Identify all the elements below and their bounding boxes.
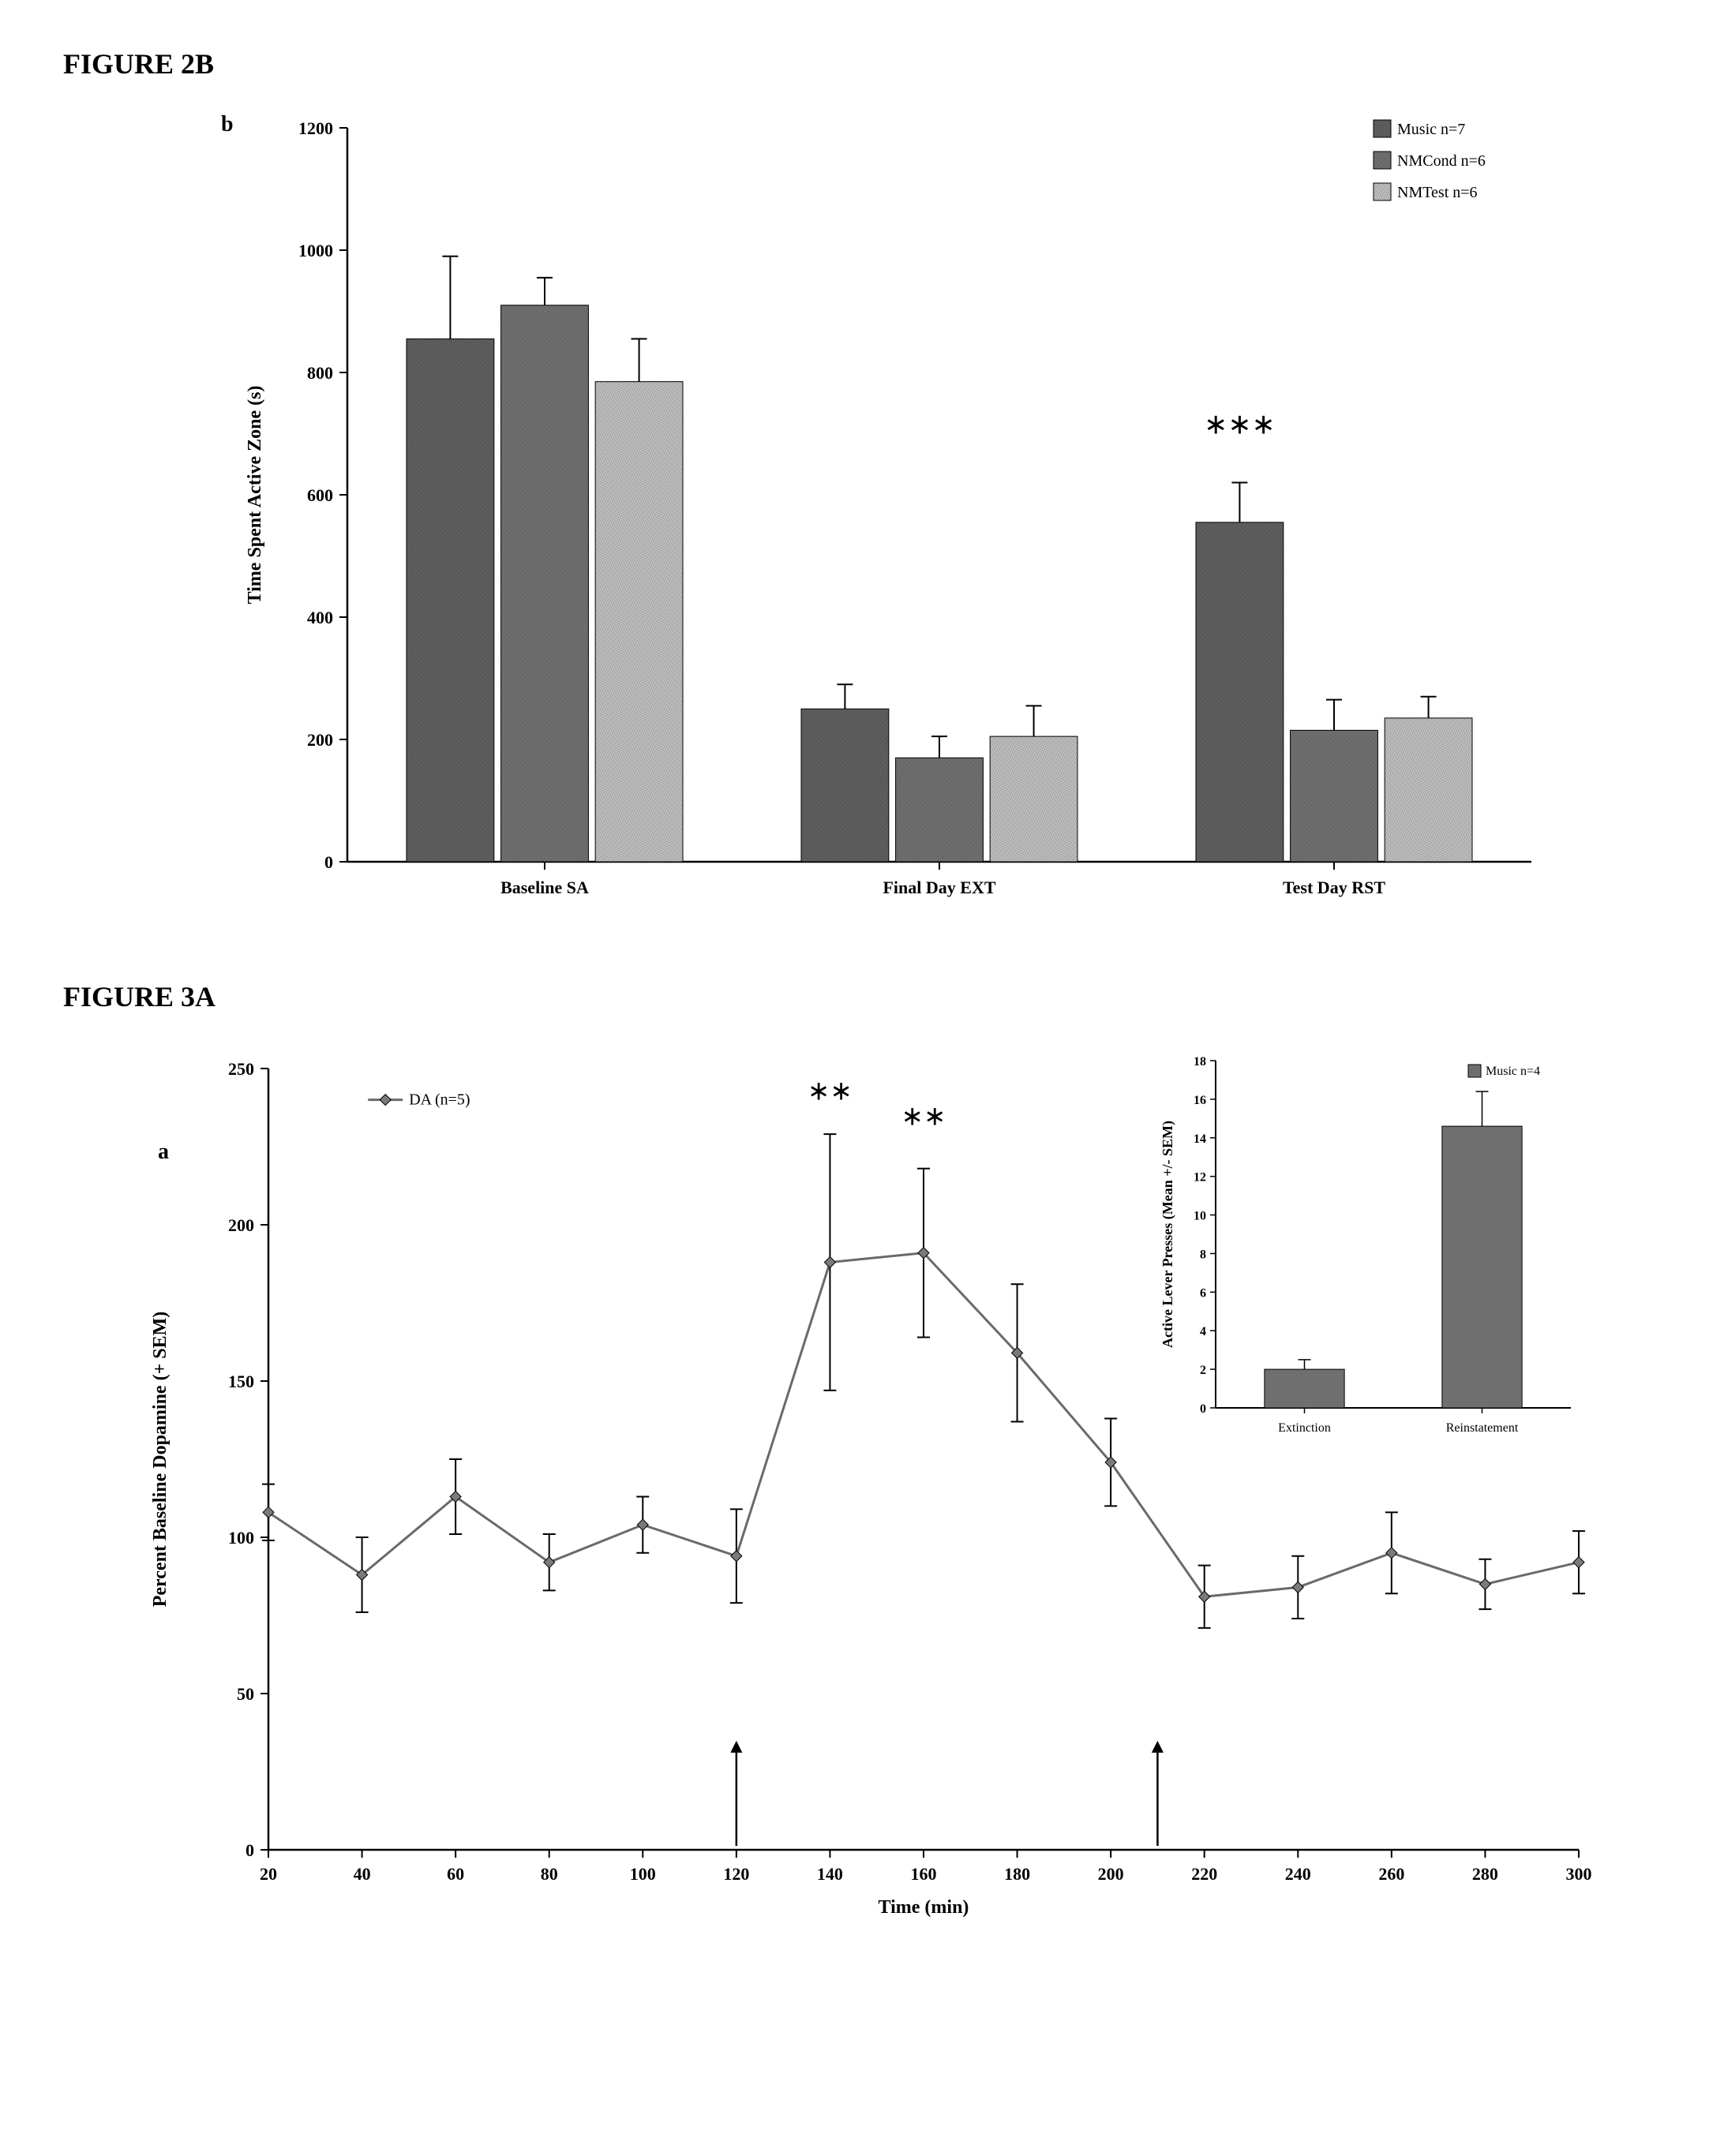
svg-text:260: 260 <box>1378 1864 1404 1884</box>
svg-text:240: 240 <box>1285 1864 1311 1884</box>
svg-text:80: 80 <box>541 1864 558 1884</box>
svg-text:120: 120 <box>723 1864 749 1884</box>
figure-2b-panel: b 0 200 400 600 800 1000 1200 Time Spent Active… <box>221 104 1563 933</box>
svg-text:300: 300 <box>1566 1864 1592 1884</box>
svg-text:800: 800 <box>307 363 333 383</box>
svg-text:400: 400 <box>307 608 333 627</box>
svg-text:Time (min): Time (min) <box>879 1897 969 1918</box>
figure-2b-chart: 0 200 400 600 800 1000 1200 Time Spent Active Z… <box>221 104 1563 933</box>
svg-text:Music n=7: Music n=7 <box>1397 121 1465 138</box>
svg-text:1000: 1000 <box>298 241 333 260</box>
svg-text:12: 12 <box>1194 1171 1206 1185</box>
svg-text:40: 40 <box>354 1864 371 1884</box>
svg-text:200: 200 <box>307 730 333 750</box>
svg-text:1200: 1200 <box>298 118 333 138</box>
svg-text:60: 60 <box>447 1864 464 1884</box>
figure-3a-chart: 0501001502002502040608010012014016018020… <box>111 1037 1610 1945</box>
svg-text:Percent Baseline Dopamine (+ S: Percent Baseline Dopamine (+ SEM) <box>150 1312 171 1608</box>
svg-text:NMTest n=6: NMTest n=6 <box>1397 184 1478 201</box>
svg-text:NMCond n=6: NMCond n=6 <box>1397 152 1486 170</box>
svg-text:Extinction: Extinction <box>1278 1421 1331 1435</box>
svg-text:16: 16 <box>1194 1094 1206 1107</box>
svg-text:0: 0 <box>1200 1402 1206 1416</box>
figure-2b-panel-letter: b <box>221 112 234 137</box>
svg-text:200: 200 <box>228 1215 254 1235</box>
svg-text:220: 220 <box>1191 1864 1217 1884</box>
svg-text:Final Day EXT: Final Day EXT <box>883 878 995 897</box>
svg-text:20: 20 <box>260 1864 277 1884</box>
svg-text:Active Lever Presses (Mean +/-: Active Lever Presses (Mean +/- SEM) <box>1160 1121 1176 1348</box>
svg-text:150: 150 <box>228 1372 254 1391</box>
svg-text:160: 160 <box>911 1864 937 1884</box>
svg-text:Reinstatement: Reinstatement <box>1446 1421 1519 1435</box>
svg-text:200: 200 <box>1098 1864 1124 1884</box>
svg-text:600: 600 <box>307 485 333 505</box>
figure-3a-label: FIGURE 3A <box>63 980 1646 1013</box>
svg-text:DA (n=5): DA (n=5) <box>409 1091 470 1109</box>
figure-2b-label: FIGURE 2B <box>63 47 1646 80</box>
figure-3a-panel-letter: a <box>158 1140 169 1165</box>
svg-text:18: 18 <box>1194 1055 1206 1069</box>
svg-text:4: 4 <box>1200 1325 1206 1338</box>
svg-text:∗∗: ∗∗ <box>901 1102 946 1131</box>
svg-text:Test Day RST: Test Day RST <box>1283 878 1385 897</box>
svg-text:Baseline SA: Baseline SA <box>500 878 589 897</box>
svg-text:100: 100 <box>630 1864 656 1884</box>
svg-text:14: 14 <box>1194 1132 1206 1146</box>
svg-text:0: 0 <box>245 1840 254 1860</box>
svg-text:100: 100 <box>228 1528 254 1548</box>
svg-text:∗∗∗: ∗∗∗ <box>1204 409 1276 440</box>
svg-text:10: 10 <box>1194 1210 1206 1223</box>
svg-text:Time Spent Active Zone (s): Time Spent Active Zone (s) <box>245 386 265 605</box>
svg-text:140: 140 <box>817 1864 843 1884</box>
svg-text:Music n=4: Music n=4 <box>1486 1065 1540 1078</box>
svg-text:180: 180 <box>1004 1864 1030 1884</box>
svg-text:∗∗: ∗∗ <box>808 1077 853 1106</box>
figure-3a-panel: a 05010015020025020406080100120140160180… <box>111 1037 1610 1945</box>
svg-text:6: 6 <box>1200 1286 1206 1300</box>
svg-text:50: 50 <box>237 1684 254 1704</box>
svg-text:2: 2 <box>1200 1364 1206 1377</box>
svg-text:280: 280 <box>1472 1864 1498 1884</box>
svg-text:0: 0 <box>324 852 333 872</box>
svg-text:8: 8 <box>1200 1248 1206 1261</box>
svg-text:250: 250 <box>228 1059 254 1079</box>
